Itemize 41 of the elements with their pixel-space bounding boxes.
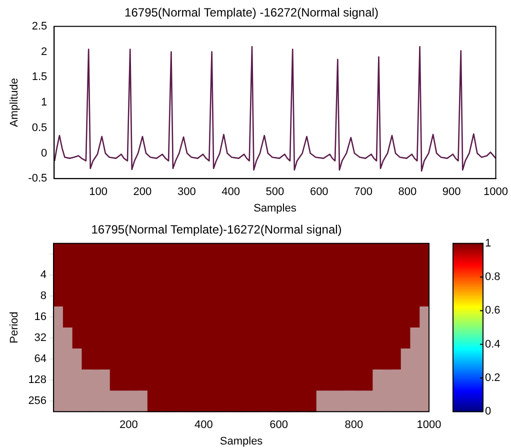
x-tick-label: 800 (398, 186, 417, 198)
x-axis-title: Samples (220, 435, 264, 448)
x-tick-label: 600 (310, 186, 328, 198)
y-tick-label: 4 (40, 268, 47, 281)
y-tick-label: 1 (41, 96, 48, 109)
x-tick-label: 900 (442, 186, 461, 198)
x-tick-label: 600 (270, 419, 288, 432)
x-axis-title: Samples (254, 202, 297, 214)
y-tick-label: 0 (41, 147, 48, 160)
y-tick-label: -0.5 (28, 172, 48, 185)
x-tick-label: 200 (119, 419, 138, 432)
color-bar-label: 0.8 (485, 271, 500, 284)
x-tick-label: 100 (89, 186, 108, 198)
color-bar-label: 0.4 (485, 338, 500, 350)
color-bar-label: 0 (485, 406, 492, 418)
x-tick-label: 300 (177, 186, 196, 198)
x-tick-label: 500 (266, 186, 284, 198)
y-tick-label: 2 (41, 46, 48, 58)
x-tick-label: 1000 (416, 419, 442, 432)
y-tick-label: 8 (40, 290, 47, 302)
y-tick-label: 0.5 (32, 122, 48, 134)
color-bar-label: 0.6 (485, 304, 500, 317)
y-tick-label: 2.5 (32, 20, 48, 32)
x-tick-label: 800 (344, 419, 364, 432)
y-tick-label: 16 (34, 311, 47, 324)
y-tick-label: 1.5 (32, 71, 48, 84)
x-tick-label: 1000 (484, 186, 508, 198)
x-tick-label: 700 (354, 186, 372, 198)
chart-title: 16795(Normal Template)-16272(Normal signal) (91, 222, 342, 237)
x-tick-label: 400 (194, 419, 213, 432)
y-tick-label: 128 (28, 374, 47, 386)
x-tick-label: 400 (222, 186, 240, 198)
chart-title: 16795(Normal Template) -16272(Normal signal) (124, 6, 378, 20)
y-axis-title: Period (8, 312, 21, 344)
y-tick-label: 64 (34, 353, 47, 366)
y-tick-label: 32 (34, 332, 47, 344)
x-tick-label: 200 (133, 186, 152, 198)
y-tick-label: 256 (28, 395, 47, 408)
y-axis-title: Amplitude (8, 78, 21, 127)
color-bar-label: 1 (485, 237, 492, 250)
color-bar-label: 0.2 (485, 372, 500, 384)
